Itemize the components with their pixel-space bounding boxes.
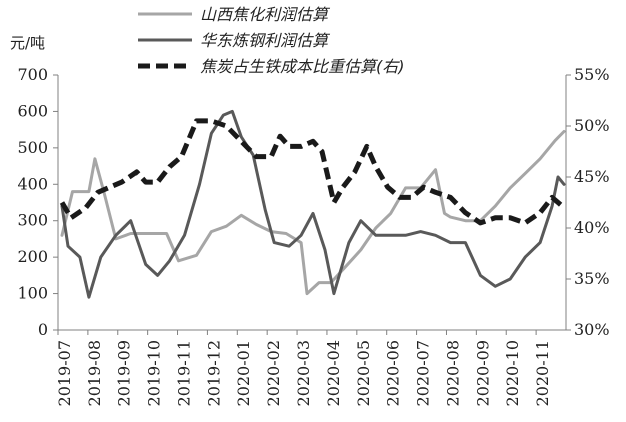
- x-tick-label: 2019-09: [115, 340, 134, 406]
- series-line-1: [60, 109, 566, 299]
- x-tick-label: 2020-01: [234, 340, 253, 406]
- x-tick-label: 2020-09: [473, 340, 492, 406]
- x-tick-label: 2020-05: [354, 340, 373, 406]
- x-tick-label: 2020-03: [294, 340, 313, 406]
- y-right-tick-label: 50%: [574, 116, 610, 135]
- y-left-tick-label: 100: [17, 284, 48, 303]
- axes: 0 100 200 300 400 500 600 700 30% 35% 40% 45% 50% 55%…: [17, 65, 609, 406]
- legend-label-0: 山西焦化利润估算: [200, 5, 331, 24]
- y-left-tick-label: 700: [17, 65, 48, 84]
- series-line-2: [59, 118, 566, 226]
- x-tick-label: 2020-02: [264, 340, 283, 406]
- y-axis-unit-label: 元/吨: [10, 34, 45, 52]
- x-tick-label: 2019-12: [204, 340, 223, 406]
- x-tick-label: 2019-07: [55, 340, 74, 406]
- x-tick-label: 2020-08: [443, 340, 462, 406]
- y-right-tick-label: 40%: [574, 218, 610, 237]
- y-left-tick-label: 600: [17, 101, 48, 120]
- legend-label-2: 焦炭占生铁成本比重估算(右): [200, 57, 405, 76]
- y-left-tick-label: 300: [17, 211, 48, 230]
- y-left-tick-label: 400: [17, 174, 48, 193]
- y-left-tick-label: 0: [38, 320, 48, 339]
- x-tick-label: 2020-06: [384, 340, 403, 406]
- x-tick-label: 2020-10: [503, 340, 522, 406]
- series-layer: [59, 109, 566, 299]
- y-left-tick-label: 500: [17, 138, 48, 157]
- x-tick-label: 2020-11: [533, 340, 552, 406]
- x-tick-label: 2019-11: [174, 340, 193, 406]
- y-right-tick-label: 55%: [574, 65, 610, 84]
- y-right-tick-label: 30%: [574, 320, 610, 339]
- legend-label-1: 华东炼钢利润估算: [200, 31, 331, 50]
- x-tick-label: 2020-07: [414, 340, 433, 406]
- x-tick-label: 2019-10: [145, 340, 164, 406]
- y-right-tick-label: 45%: [574, 167, 610, 186]
- x-tick-label: 2019-08: [85, 340, 104, 406]
- y-right-tick-label: 35%: [574, 269, 610, 288]
- x-tick-label: 2020-04: [324, 340, 343, 406]
- y-left-tick-label: 200: [17, 247, 48, 266]
